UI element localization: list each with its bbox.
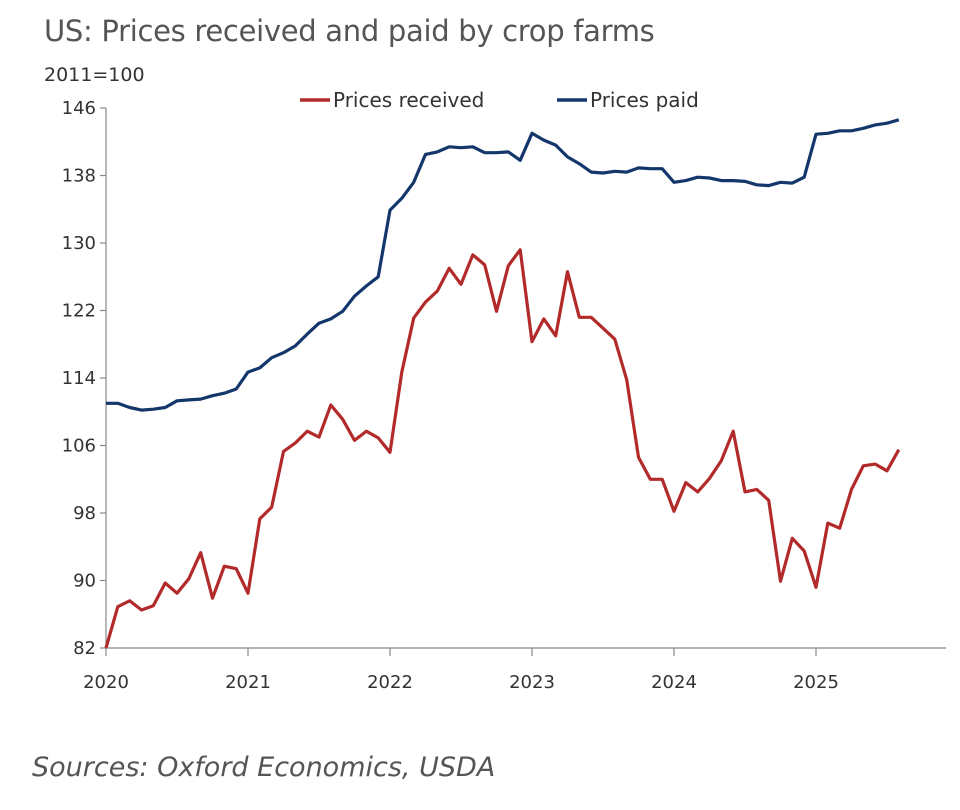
x-tick-label: 2023: [509, 672, 555, 693]
x-tick-label: 2022: [367, 672, 413, 693]
y-axis-unit-label: 2011=100: [44, 64, 145, 86]
chart-title: US: Prices received and paid by crop far…: [44, 14, 655, 48]
series-line-prices-paid: [106, 118, 900, 412]
y-tick-label: 98: [73, 503, 96, 524]
y-tick-label: 146: [62, 98, 96, 119]
series-line-prices-received: [104, 248, 901, 649]
legend-label: Prices received: [333, 88, 484, 112]
legend-label: Prices paid: [590, 88, 699, 112]
y-tick-label: 138: [62, 166, 96, 187]
y-tick-label: 106: [62, 436, 96, 457]
source-note: Sources: Oxford Economics, USDA: [32, 752, 496, 783]
x-tick-label: 2024: [651, 672, 697, 693]
x-tick-label: 2020: [83, 672, 129, 693]
x-tick-label: 2021: [225, 672, 271, 693]
y-tick-label: 114: [62, 368, 96, 389]
y-tick-label: 90: [73, 571, 96, 592]
y-tick-label: 82: [73, 638, 96, 659]
y-tick-label: 122: [62, 301, 96, 322]
x-tick-label: 2025: [793, 672, 839, 693]
y-tick-label: 130: [62, 233, 96, 254]
